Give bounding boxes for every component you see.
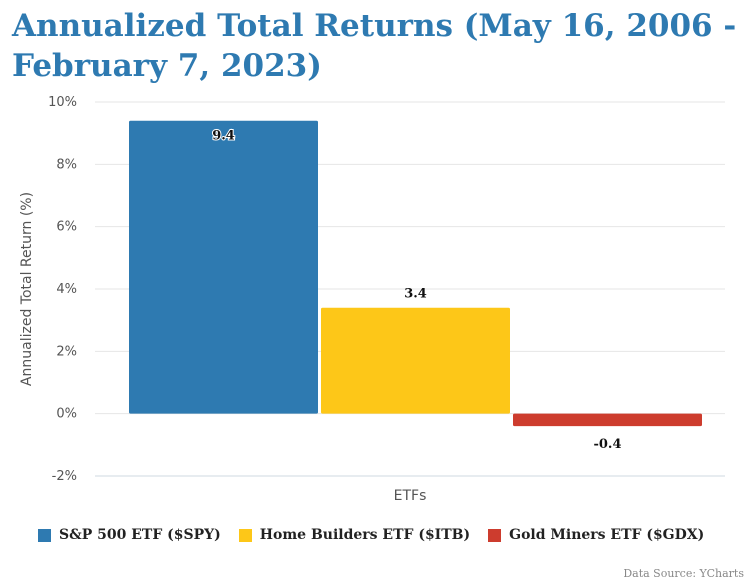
- bar-chart: -2% 0% 2% 4% 6% 8% 10% 9.4 3.4 -0.4 ETFs Annualized…: [19, 95, 725, 504]
- legend-swatch-spy: [38, 528, 51, 542]
- data-label-spy: 9.4: [212, 129, 235, 144]
- legend-label-gdx: Gold Miners ETF ($GDX): [509, 527, 705, 543]
- x-axis-title: ETFs: [394, 488, 427, 504]
- bar-itb[interactable]: [321, 307, 510, 414]
- legend-item-spy[interactable]: S&P 500 ETF ($SPY): [38, 527, 221, 543]
- legend-item-itb[interactable]: Home Builders ETF ($ITB): [238, 527, 471, 543]
- data-label-itb: 3.4: [404, 287, 427, 302]
- y-tick-label-0: -2%: [52, 469, 77, 484]
- y-tick-label-4: 6%: [56, 220, 77, 235]
- y-tick-label-6: 10%: [48, 95, 77, 110]
- chart-title: Annualized Total Returns (May 16, 2006 -…: [12, 8, 737, 84]
- data-source-note: Data Source: YCharts: [623, 567, 744, 580]
- y-tick-label-2: 2%: [56, 344, 77, 359]
- bar-gdx[interactable]: [513, 413, 702, 427]
- y-tick-label-3: 4%: [56, 282, 77, 297]
- legend-label-spy: S&P 500 ETF ($SPY): [59, 527, 221, 543]
- legend: S&P 500 ETF ($SPY) Home Builders ETF ($I…: [38, 527, 704, 543]
- legend-swatch-itb: [238, 528, 252, 542]
- bar-spy[interactable]: [129, 120, 318, 414]
- y-tick-label-1: 0%: [56, 407, 77, 422]
- legend-item-gdx[interactable]: Gold Miners ETF ($GDX): [488, 527, 704, 543]
- legend-label-itb: Home Builders ETF ($ITB): [259, 527, 471, 543]
- y-axis-title: Annualized Total Return (%): [19, 192, 35, 386]
- y-tick-label-5: 8%: [56, 157, 77, 172]
- legend-swatch-gdx: [488, 528, 502, 542]
- data-label-gdx: -0.4: [593, 437, 621, 452]
